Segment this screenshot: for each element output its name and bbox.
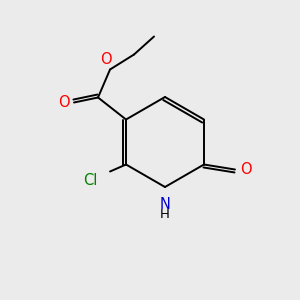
Text: N: N [160,197,170,212]
Text: Cl: Cl [83,173,97,188]
Text: O: O [100,52,112,67]
Text: H: H [160,208,170,221]
Text: O: O [240,162,252,177]
Text: O: O [58,95,70,110]
